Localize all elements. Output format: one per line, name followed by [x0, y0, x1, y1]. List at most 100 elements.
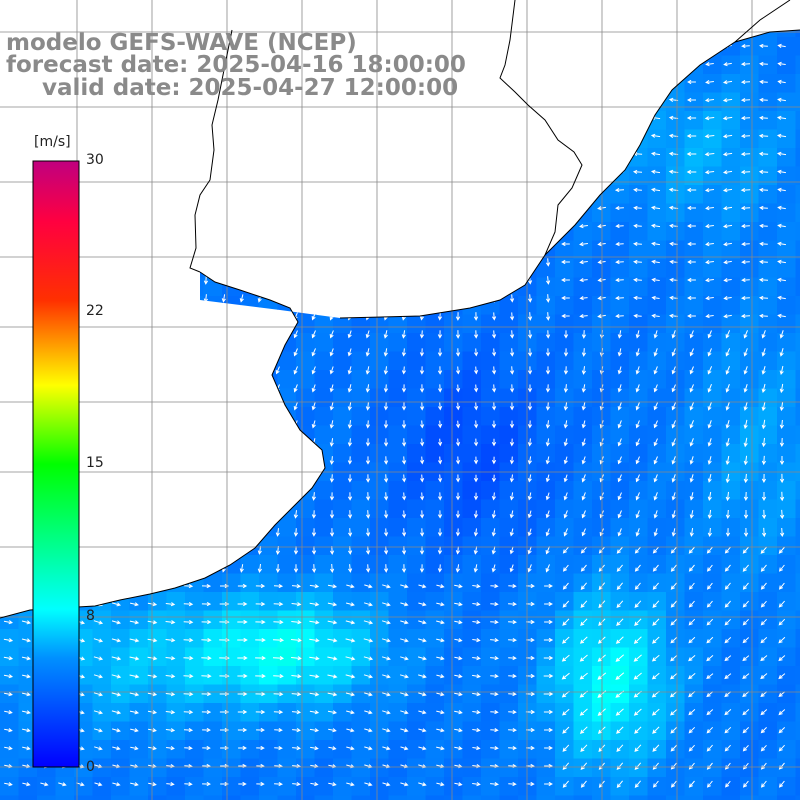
wind-speed-cell	[537, 648, 556, 667]
wind-speed-cell	[370, 777, 389, 796]
wind-speed-cell	[148, 722, 167, 741]
wind-speed-cell	[722, 518, 741, 537]
wind-speed-cell	[555, 666, 574, 685]
wind-speed-cell	[685, 796, 704, 801]
wind-speed-cell	[389, 666, 408, 685]
colorbar-tick: 15	[86, 455, 104, 471]
wind-speed-cell	[685, 130, 704, 149]
wind-speed-cell	[185, 796, 204, 801]
wind-speed-cell	[611, 204, 630, 223]
wind-speed-cell	[703, 204, 722, 223]
wind-speed-cell	[759, 93, 778, 112]
wind-speed-cell	[777, 93, 796, 112]
wind-speed-cell	[740, 352, 759, 371]
wind-speed-cell	[796, 592, 800, 611]
wind-speed-cell	[537, 629, 556, 648]
wind-speed-cell	[481, 796, 500, 801]
wind-speed-cell	[611, 592, 630, 611]
wind-speed-cell	[0, 759, 19, 778]
wind-speed-cell	[537, 722, 556, 741]
wind-speed-cell	[259, 611, 278, 630]
wind-speed-cell	[703, 666, 722, 685]
wind-speed-cell	[500, 740, 519, 759]
wind-speed-cell	[574, 685, 593, 704]
wind-speed-cell	[537, 426, 556, 445]
wind-speed-cell	[481, 426, 500, 445]
wind-speed-cell	[703, 222, 722, 241]
wind-speed-cell	[796, 352, 800, 371]
wind-speed-cell	[537, 796, 556, 801]
wind-speed-cell	[703, 537, 722, 556]
wind-speed-cell	[296, 740, 315, 759]
wind-speed-cell	[629, 204, 648, 223]
wind-speed-cell	[481, 629, 500, 648]
wind-speed-cell	[574, 444, 593, 463]
wind-speed-cell	[629, 296, 648, 315]
wind-speed-cell	[722, 629, 741, 648]
wind-speed-cell	[722, 685, 741, 704]
wind-speed-cell	[796, 500, 800, 519]
wind-speed-cell	[518, 370, 537, 389]
wind-speed-cell	[666, 389, 685, 408]
wind-speed-cell	[722, 370, 741, 389]
wind-speed-cell	[130, 722, 149, 741]
wind-speed-cell	[204, 740, 223, 759]
wind-speed-cell	[722, 500, 741, 519]
wind-speed-cell	[426, 777, 445, 796]
wind-speed-cell	[315, 426, 334, 445]
wind-speed-cell	[648, 555, 667, 574]
wind-speed-cell	[426, 389, 445, 408]
wind-speed-cell	[740, 130, 759, 149]
wind-speed-cell	[574, 796, 593, 801]
wind-speed-cell	[685, 759, 704, 778]
wind-speed-cell	[703, 315, 722, 334]
wind-speed-cell	[648, 722, 667, 741]
wind-speed-cell	[481, 537, 500, 556]
wind-speed-cell	[241, 777, 260, 796]
wind-speed-cell	[796, 185, 800, 204]
wind-speed-cell	[537, 574, 556, 593]
wind-speed-cell	[740, 703, 759, 722]
wind-speed-cell	[685, 352, 704, 371]
wind-speed-cell	[315, 740, 334, 759]
wind-speed-cell	[796, 296, 800, 315]
wind-speed-cell	[703, 648, 722, 667]
wind-speed-cell	[796, 759, 800, 778]
wind-speed-cell	[740, 740, 759, 759]
wind-speed-cell	[796, 740, 800, 759]
wind-speed-cell	[315, 592, 334, 611]
wind-speed-cell	[500, 500, 519, 519]
wind-speed-cell	[666, 222, 685, 241]
wind-speed-cell	[111, 611, 130, 630]
wind-speed-cell	[759, 130, 778, 149]
wind-speed-cell	[703, 185, 722, 204]
wind-speed-cell	[759, 426, 778, 445]
wind-speed-cell	[481, 352, 500, 371]
wind-speed-cell	[481, 389, 500, 408]
wind-speed-cell	[481, 611, 500, 630]
wind-speed-cell	[111, 703, 130, 722]
wind-speed-cell	[278, 518, 297, 537]
wind-speed-cell	[463, 481, 482, 500]
wind-speed-cell	[407, 407, 426, 426]
wind-speed-cell	[389, 389, 408, 408]
wind-speed-cell	[111, 685, 130, 704]
wind-speed-cell	[518, 315, 537, 334]
wind-speed-cell	[703, 629, 722, 648]
wind-speed-cell	[278, 370, 297, 389]
wind-speed-cell	[167, 611, 186, 630]
wind-speed-cell	[796, 370, 800, 389]
wind-speed-cell	[740, 222, 759, 241]
wind-speed-cell	[685, 685, 704, 704]
wind-speed-cell	[481, 370, 500, 389]
wind-speed-cell	[740, 111, 759, 130]
wind-speed-cell	[703, 370, 722, 389]
wind-speed-cell	[777, 444, 796, 463]
wind-speed-cell	[444, 352, 463, 371]
wind-speed-cell	[518, 333, 537, 352]
wind-speed-cell	[685, 518, 704, 537]
wind-speed-cell	[685, 703, 704, 722]
wind-speed-cell	[703, 574, 722, 593]
wind-speed-cell	[148, 796, 167, 801]
wind-speed-cell	[555, 426, 574, 445]
